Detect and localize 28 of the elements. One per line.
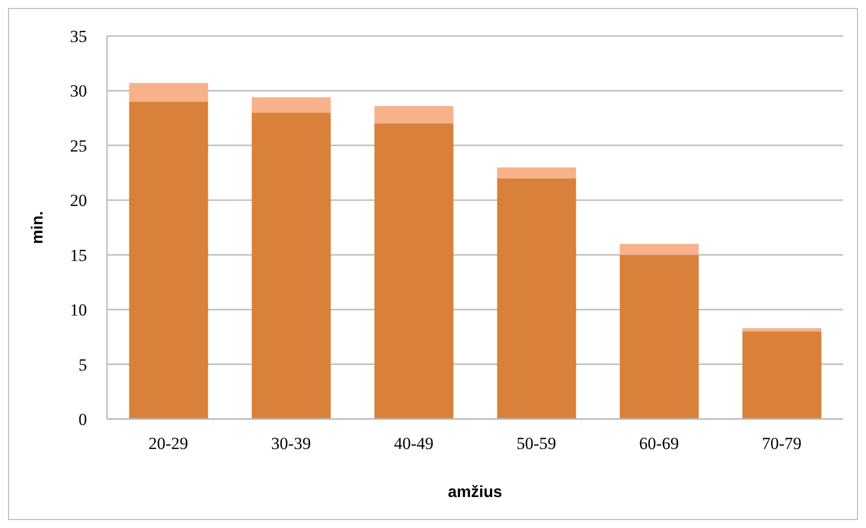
- x-tick-label: 20-29: [148, 434, 188, 454]
- x-tick-label: 60-69: [639, 434, 679, 454]
- y-tick-label: 5: [78, 355, 87, 374]
- bar: [497, 178, 576, 419]
- bar: [742, 331, 822, 419]
- y-tick-label: 0: [78, 410, 87, 430]
- bar: [129, 83, 208, 102]
- bar: [252, 97, 331, 113]
- x-tick-label: 50-59: [516, 434, 556, 454]
- bar: [374, 106, 454, 124]
- bar: [129, 102, 208, 419]
- bar: [252, 112, 331, 419]
- bar: [620, 254, 699, 419]
- y-tick-label: 10: [70, 300, 87, 320]
- y-tick-label: 15: [70, 246, 87, 265]
- x-tick-label: 40-49: [394, 434, 434, 454]
- y-tick-label: 35: [70, 27, 87, 46]
- x-tick-label: 70-79: [762, 434, 802, 454]
- y-tick-label: 20: [70, 191, 87, 210]
- x-tick-label: 30-39: [271, 434, 311, 454]
- bar: [497, 167, 576, 178]
- y-tick-label: 25: [70, 136, 87, 156]
- x-axis-title: amžius: [448, 484, 502, 501]
- y-axis-title: min.: [30, 211, 47, 244]
- y-tick-label: 30: [70, 82, 87, 101]
- bar: [742, 328, 822, 332]
- bar: [620, 244, 699, 255]
- bar: [374, 124, 454, 419]
